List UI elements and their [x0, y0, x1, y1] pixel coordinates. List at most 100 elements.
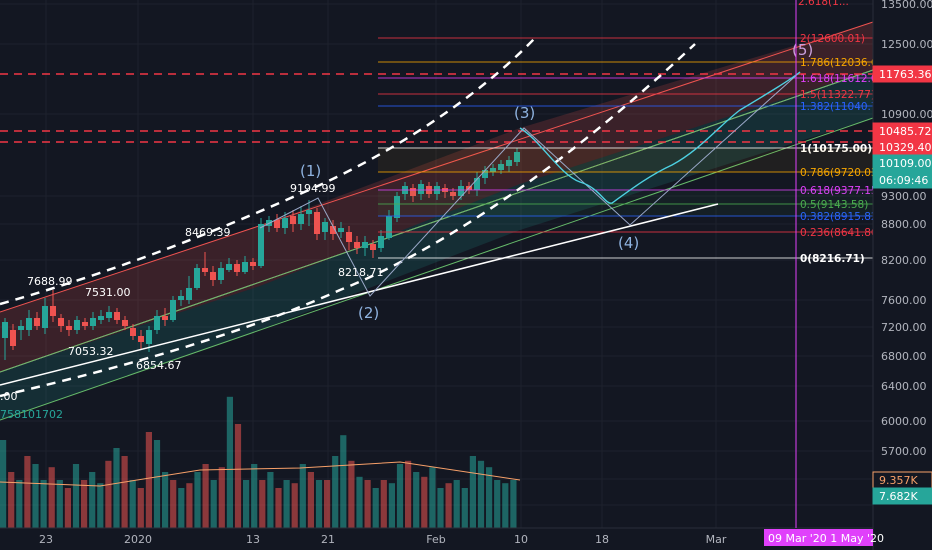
volume-bar-49: [396, 464, 404, 528]
annotation-high-3: 7688.99: [27, 275, 73, 288]
channel-green-bottom: [0, 117, 874, 421]
annotation-high-2: 8469.39: [185, 226, 231, 239]
candle-body-62: [498, 164, 504, 170]
candle-body-14: [114, 312, 120, 320]
candle-body-7: [58, 318, 64, 326]
candle-body-5: [42, 306, 48, 328]
time-tick-5: 10: [514, 533, 528, 546]
price-tag-text-0: 11763.36: [879, 68, 932, 81]
candle-body-31: [250, 262, 256, 266]
candle-body-4: [34, 318, 40, 326]
volume-bar-61: [494, 480, 501, 528]
volume-bar-14: [113, 448, 120, 528]
candle-body-44: [354, 242, 360, 248]
annotation-high-4: 7531.00: [85, 286, 131, 299]
candle-body-0: [2, 322, 8, 338]
annotation-high-1: 9194.99: [290, 182, 336, 195]
price-tick-6: 7600.00: [881, 294, 927, 307]
candle-body-30: [242, 262, 248, 272]
volume-bar-62: [502, 483, 509, 528]
volume-bar-63: [510, 480, 517, 528]
price-ticks: 13500.00 12500.00 10900.00 9300.00 8800.00 82…: [881, 0, 932, 458]
fib-label-0: 2(12600.01): [800, 33, 865, 45]
date-range-text: 09 Mar '20 1 May '20: [768, 532, 884, 545]
volume-bar-32: [259, 480, 266, 528]
candle-body-61: [490, 168, 496, 172]
fib-partial-top: 2.618(1...: [798, 0, 849, 8]
candle-body-3: [26, 318, 32, 330]
trendlines[interactable]: [0, 37, 873, 398]
volume-bar-35: [283, 480, 290, 528]
price-tick-11: 5700.00: [881, 445, 927, 458]
volume-bar-22: [178, 488, 185, 528]
wave-4: (4): [618, 234, 639, 252]
volume-bar-37: [299, 464, 306, 528]
candle-body-59: [474, 178, 480, 190]
candle-body-45: [362, 242, 368, 248]
volume-bar-33: [267, 472, 274, 528]
wave-3: (3): [514, 104, 535, 122]
volume-bar-25: [202, 464, 209, 528]
candle-body-27: [218, 268, 224, 280]
volume-ma: [0, 461, 521, 487]
candle-body-25: [202, 268, 208, 272]
annotation-low-3: 8218.71: [338, 266, 384, 279]
time-tick-2: 13: [246, 533, 260, 546]
volume-bar-43: [348, 460, 355, 528]
candle-body-36: [290, 216, 296, 224]
candle-body-60: [482, 170, 488, 178]
date-range-box: [764, 529, 873, 546]
time-ticks[interactable]: 23 2020 13 21 Feb 10 18 Mar: [39, 533, 727, 546]
fib-label-5: 1(10175.00): [800, 143, 872, 155]
volume-bar-12: [97, 483, 104, 528]
volume-bar-5: [40, 480, 47, 528]
candle-body-11: [90, 318, 96, 326]
candle-body-56: [450, 192, 456, 196]
candle-body-12: [98, 316, 104, 320]
price-tag-text-2: 10329.40: [879, 141, 932, 154]
fib-band-2: [378, 190, 873, 216]
price-tag-4: [872, 171, 932, 189]
candle-body-32: [258, 224, 264, 266]
volume-bar-42: [340, 435, 347, 528]
volume-bar-46: [372, 488, 379, 528]
price-annotations: 9194.99 8469.39 7688.99 7531.00 7053.32 …: [0, 182, 384, 421]
volume-bar-9: [72, 464, 80, 528]
volume-bar-40: [324, 480, 331, 528]
candle-body-63: [506, 160, 512, 166]
volume-bar-56: [453, 480, 460, 528]
volume-bar-51: [413, 472, 420, 528]
time-tick-7: Mar: [706, 533, 727, 546]
volume-bar-28: [226, 396, 233, 528]
price-axis[interactable]: [873, 0, 932, 550]
fib-label-1: 1.786(12036.6: [800, 57, 878, 69]
fib-label-4: 1.382(11040.7: [800, 101, 878, 113]
fib-levels[interactable]: 2(12600.01) 1.786(12036.6 1.618(11612.0 1.5…: [378, 33, 878, 265]
candle-body-39: [314, 212, 320, 234]
volume-bar-19: [153, 440, 161, 528]
candle-body-9: [74, 320, 80, 330]
grid: [0, 0, 873, 528]
candle-body-35: [282, 218, 288, 228]
channel-red-top: [0, 21, 874, 313]
candle-body-52: [418, 184, 424, 194]
fib-band-1: [378, 148, 873, 172]
volume-bar-36: [291, 483, 298, 528]
volume-bar-50: [405, 460, 412, 528]
price-tags: 11763.36 10485.72 10329.40 10109.00 06:09:46…: [872, 65, 932, 505]
volume-bar-29: [234, 424, 242, 528]
volume-bar-58: [469, 456, 476, 528]
price-tick-7: 7200.00: [881, 321, 927, 334]
volume-bar-23: [186, 483, 193, 528]
projection-path: [519, 71, 801, 204]
candle-body-38: [306, 210, 312, 214]
candle-body-49: [394, 196, 400, 218]
volume-bar-44: [356, 476, 363, 528]
wave-zigzag: [259, 71, 801, 297]
price-tick-10: 6000.00: [881, 415, 927, 428]
price-tag-0: [872, 65, 932, 83]
annotation-low-1: 7053.32: [68, 345, 114, 358]
volume-bars: [0, 396, 521, 528]
wave-labels: (1) (2) (3) (4) (5): [300, 41, 813, 322]
